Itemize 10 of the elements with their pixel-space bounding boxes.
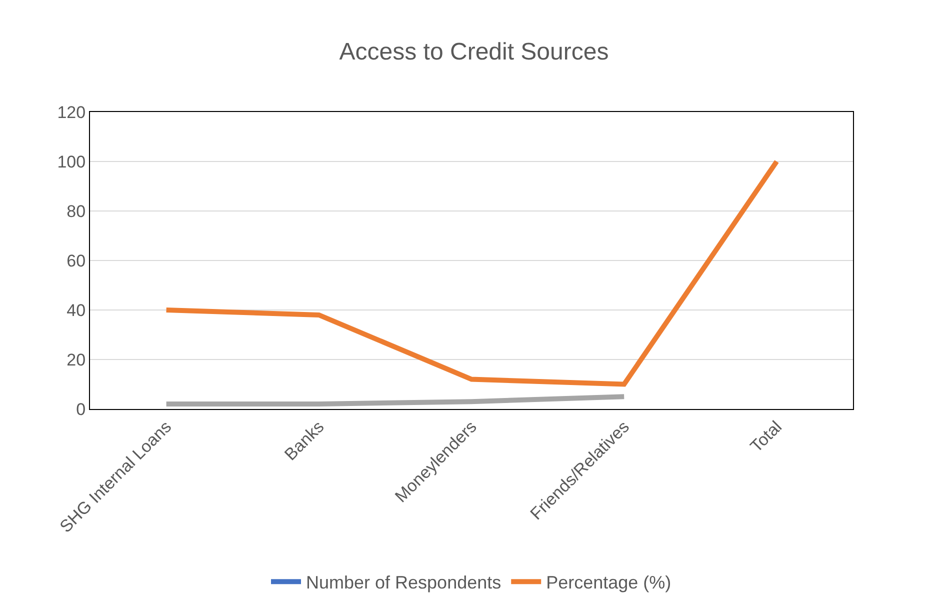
y-tick-label: 100 <box>57 152 86 172</box>
y-tick-label: 60 <box>66 251 86 270</box>
chart-title: Access to Credit Sources <box>339 38 609 66</box>
y-tick-label: 0 <box>76 400 86 419</box>
legend-label: Number of Respondents <box>306 572 502 593</box>
legend-label: Percentage (%) <box>546 572 672 593</box>
y-tick-label: 20 <box>66 350 86 370</box>
y-tick-label: 80 <box>66 202 86 221</box>
y-tick-label: 40 <box>66 300 86 320</box>
y-tick-label: 120 <box>57 102 86 122</box>
